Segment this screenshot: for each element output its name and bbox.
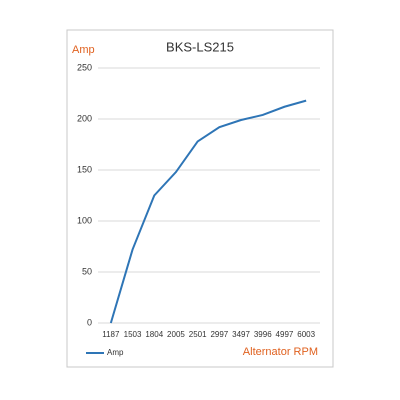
x-tick-label: 1187 [102,330,120,339]
x-tick-label: 2005 [167,330,185,339]
y-tick-label: 200 [77,113,92,123]
y-tick-label: 250 [77,62,92,72]
y-tick-label: 0 [87,317,92,327]
y-axis-label: Amp [72,44,95,56]
x-axis-label: Alternator RPM [243,346,318,358]
chart-title: BKS-LS215 [166,39,234,54]
y-tick-label: 50 [82,266,92,276]
x-tick-label: 3497 [232,330,250,339]
x-tick-label: 1804 [145,330,163,339]
y-tick-label: 150 [77,164,92,174]
x-tick-label: 6003 [297,330,315,339]
x-tick-label: 3996 [254,330,272,339]
legend-label: Amp [107,348,124,357]
x-tick-label: 1503 [124,330,142,339]
x-tick-label: 2501 [189,330,207,339]
x-tick-label: 4997 [276,330,294,339]
x-tick-label: 2997 [210,330,228,339]
y-tick-label: 100 [77,215,92,225]
data-line [109,99,307,324]
chart-frame [66,29,334,368]
